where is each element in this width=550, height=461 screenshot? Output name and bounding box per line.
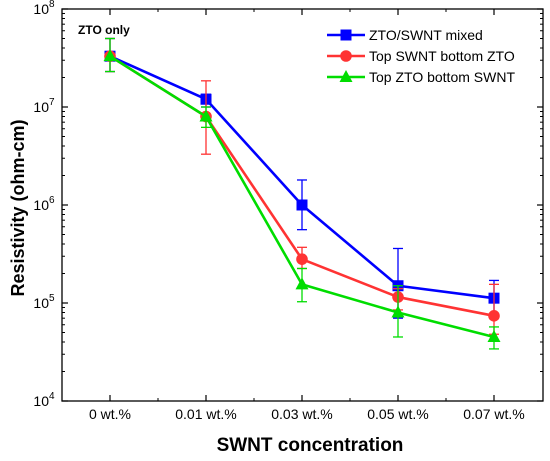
- y-tick-label: 106: [33, 195, 55, 213]
- data-point: [391, 305, 405, 318]
- legend-marker: [340, 29, 352, 41]
- y-tick-exponent: 6: [49, 195, 55, 206]
- data-point: [295, 277, 309, 290]
- y-axis-label: Resistivity (ohm-cm): [8, 119, 28, 296]
- data-point: [296, 199, 308, 211]
- annotation-zto-only: ZTO only: [78, 23, 130, 37]
- x-tick-label: 0 wt.%: [89, 406, 131, 422]
- data-point: [487, 329, 501, 342]
- y-tick-label: 107: [33, 97, 55, 115]
- series-layer: [103, 37, 501, 350]
- legend: ZTO/SWNT mixed Top SWNT bottom ZTO Top ZTO…: [327, 27, 515, 85]
- x-tick-label: 0.03 wt.%: [271, 406, 332, 422]
- y-tick-label: 105: [33, 293, 55, 311]
- y-tick-label: 108: [33, 0, 55, 17]
- data-point: [488, 310, 500, 322]
- x-axis-label: SWNT concentration: [217, 435, 404, 456]
- y-tick-exponent: 8: [49, 0, 55, 10]
- y-tick-label: 104: [33, 391, 55, 409]
- y-tick-exponent: 4: [49, 391, 55, 402]
- data-point: [199, 109, 213, 122]
- y-tick-exponent: 5: [49, 293, 55, 304]
- x-tick-label: 0.07 wt.%: [463, 406, 524, 422]
- series-2: [103, 37, 501, 350]
- y-tick-exponent: 7: [49, 97, 55, 108]
- legend-marker: [340, 50, 352, 62]
- legend-marker: [339, 70, 353, 82]
- x-tick-label: 0.05 wt.%: [367, 406, 428, 422]
- legend-label: ZTO/SWNT mixed: [369, 27, 483, 43]
- legend-label: Top ZTO bottom SWNT: [369, 69, 515, 85]
- data-point: [103, 49, 117, 62]
- data-point: [296, 253, 308, 265]
- legend-label: Top SWNT bottom ZTO: [369, 48, 515, 64]
- x-tick-label: 0.01 wt.%: [175, 406, 236, 422]
